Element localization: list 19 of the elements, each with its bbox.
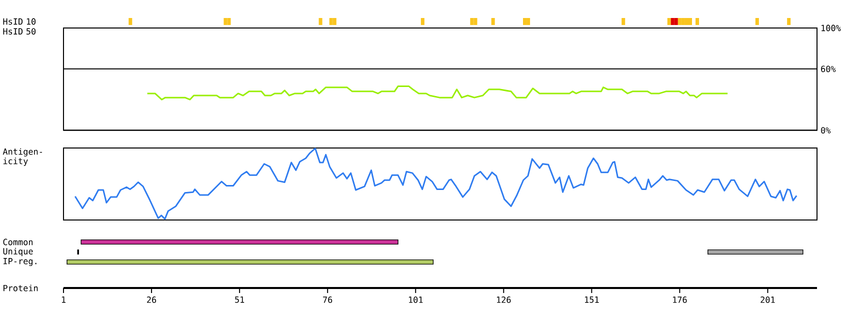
y-tick-label: 60% [821,66,836,72]
x-tick-label: 151 [585,296,599,303]
y-tick-label: 0% [821,127,831,134]
y-tick-label: 100% [822,24,841,32]
y-tick-label: Unique [3,248,33,256]
x-tick-label: 51 [235,296,244,303]
x-tick-label: 176 [673,296,687,303]
y-axis-title: HsID 10 [3,18,36,25]
x-tick-label: 26 [147,296,156,303]
x-tick-label: 1 [62,296,66,303]
x-tick-label: 126 [497,296,511,303]
x-tick-label: 76 [323,296,332,303]
y-tick-label: IP-reg. [4,258,36,266]
x-tick-label: 101 [408,296,423,303]
y-tick-label: Common [3,238,33,246]
y-axis-title: Antigen-icity [2,148,42,166]
x-axis-title: Protein [4,284,38,292]
y-axis-title: HsID 50 [3,28,36,35]
x-tick-label: 201 [760,296,775,303]
